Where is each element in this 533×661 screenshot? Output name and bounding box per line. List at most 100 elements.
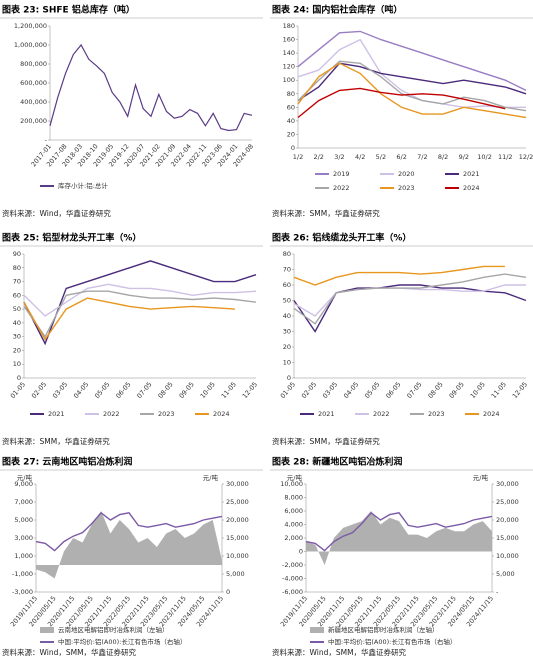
y-tick-label: 50 bbox=[13, 305, 21, 313]
x-tick-label: 03-05 bbox=[51, 380, 69, 400]
legend-label: 2020 bbox=[398, 170, 415, 178]
legend-label: 2022 bbox=[333, 184, 350, 192]
line bbox=[297, 87, 506, 119]
figure-caption: 图表 26: 铝线缆龙头开工率（%） bbox=[272, 232, 411, 244]
chart-panel: 图表 25: 铝型材龙头开工率（%） 资料来源：SMM，华鑫证券研究 0 10 20 30… bbox=[0, 232, 263, 446]
y-tick-label: 60 bbox=[13, 291, 21, 299]
legend-label: 2024 bbox=[213, 410, 230, 418]
y-tick-label: 80 bbox=[13, 264, 21, 272]
y-tick-label: 90 bbox=[13, 250, 21, 258]
y-tick-label: 30 bbox=[13, 333, 21, 341]
y-tick-label: 600,000 bbox=[20, 79, 47, 87]
legend-swatch bbox=[310, 627, 324, 633]
y-tick-label: 30,000 bbox=[226, 480, 249, 488]
x-tick-label: 01-05 bbox=[9, 380, 27, 400]
legend-label: 2024 bbox=[483, 410, 500, 418]
y-tick-label: 30,000 bbox=[496, 480, 519, 488]
line bbox=[35, 511, 223, 552]
legend-label: 云南地区电解铝即时冶炼利润（左轴） bbox=[58, 625, 169, 634]
x-tick-label: 02-05 bbox=[30, 380, 48, 400]
figure-source: 资料来源：Wind，华鑫证券研究 bbox=[2, 208, 111, 218]
y-tick-label: 5,000 bbox=[14, 516, 33, 524]
y-tick-label: 140 bbox=[283, 49, 295, 57]
x-tick-label: 04-05 bbox=[72, 380, 90, 400]
y-tick-label: 20 bbox=[13, 346, 21, 354]
y-tick-label: 200,000 bbox=[20, 117, 47, 125]
y-axis-label: 元/吨 bbox=[17, 473, 33, 482]
y-tick-label: 40 bbox=[283, 312, 291, 320]
legend-label: 2023 bbox=[158, 410, 175, 418]
y-tick-label: 4,000 bbox=[284, 521, 303, 529]
figure-caption: 图表 24: 国内铝社会库存（吨） bbox=[272, 4, 402, 16]
y-tick-label: 5,000 bbox=[496, 570, 515, 578]
x-tick-label: 10-05 bbox=[199, 380, 217, 400]
y-tick-label: 3,000 bbox=[14, 534, 33, 542]
x-tick-label: 02-05 bbox=[300, 380, 318, 400]
x-tick-label: 11-05 bbox=[490, 380, 508, 400]
figure-caption: 图表 23: SHFE 铝总库存（吨） bbox=[2, 4, 135, 16]
y-tick-label: 10 bbox=[13, 360, 21, 368]
y-tick-label: 15,000 bbox=[496, 534, 519, 542]
legend-label: 2019 bbox=[333, 170, 350, 178]
legend-label: 2022 bbox=[373, 410, 390, 418]
x-tick-label: 05-05 bbox=[93, 380, 111, 400]
x-tick-label: 05-05 bbox=[363, 380, 381, 400]
chart-panel: 图表 26: 铝线缆龙头开工率（%） 资料来源：SMM，华鑫证券研究 0 10 20 30… bbox=[270, 232, 533, 446]
chart-panel: 图表 24: 国内铝社会库存（吨） 资料来源：SMM，华鑫证券研究 0 20 40 60 8… bbox=[270, 4, 533, 218]
y-tick-label: 10,000 bbox=[226, 552, 249, 560]
x-tick-label: 10/2 bbox=[477, 153, 492, 161]
x-tick-label: 12-05 bbox=[241, 380, 259, 400]
x-tick-label: 11/2 bbox=[498, 153, 513, 161]
x-tick-label: 9/2 bbox=[459, 153, 469, 161]
y-tick-label: 20 bbox=[287, 130, 295, 138]
x-tick-label: 08-05 bbox=[426, 380, 444, 400]
line bbox=[297, 38, 526, 109]
y-tick-label: 0 bbox=[17, 374, 21, 382]
line bbox=[23, 283, 257, 317]
x-tick-label: 07-05 bbox=[135, 380, 153, 400]
legend-swatch bbox=[40, 627, 54, 633]
y-tick-label: -6,000 bbox=[282, 588, 303, 596]
y-tick-label: 9,000 bbox=[14, 480, 33, 488]
x-tick-label: 5/2 bbox=[376, 153, 386, 161]
y-tick-label: 800,000 bbox=[20, 60, 47, 68]
x-tick-label: 3/2 bbox=[334, 153, 344, 161]
x-tick-label: 04-05 bbox=[342, 380, 360, 400]
line bbox=[297, 30, 527, 92]
legend-label: 中国:平均价:铝(A00):长江有色市场（右轴） bbox=[328, 637, 456, 646]
x-tick-label: 2/2 bbox=[313, 153, 323, 161]
y-tick-label: 60 bbox=[287, 103, 295, 111]
x-tick-label: 8/2 bbox=[438, 153, 448, 161]
chart-panel: 图表 28: 新疆地区吨铝冶炼利润资料来源：Wind，SMM，华鑫证券研究-6,… bbox=[270, 456, 533, 657]
line bbox=[49, 43, 253, 132]
x-tick-label: 03-05 bbox=[321, 380, 339, 400]
y-tick-label: -3,000 bbox=[12, 588, 33, 596]
x-tick-label: 4/2 bbox=[355, 153, 365, 161]
y2-axis-label: 元/吨 bbox=[473, 473, 489, 482]
y-tick-label: 0 bbox=[299, 548, 303, 556]
y-tick-label: 1,200,000 bbox=[14, 22, 47, 30]
y-tick-label: 20,000 bbox=[226, 516, 249, 524]
y-tick-label: 7,000 bbox=[14, 498, 33, 506]
legend-label: 2021 bbox=[463, 170, 480, 178]
figure-caption: 图表 25: 铝型材龙头开工率（%） bbox=[2, 232, 141, 244]
y-tick-label: 80 bbox=[287, 90, 295, 98]
y-tick-label: 120 bbox=[283, 63, 295, 71]
legend-label: 2021 bbox=[318, 410, 335, 418]
y-tick-label: - bbox=[496, 588, 499, 596]
y-tick-label: 40 bbox=[13, 319, 21, 327]
figure-source: 资料来源：Wind，SMM，华鑫证券研究 bbox=[272, 647, 407, 657]
line bbox=[293, 265, 505, 286]
y-tick-label: 1,000 bbox=[14, 552, 33, 560]
y-tick-label: 180 bbox=[283, 22, 295, 30]
y-tick-label: -2,000 bbox=[282, 561, 303, 569]
legend-label: 2024 bbox=[463, 184, 480, 192]
y-tick-label: 400,000 bbox=[20, 98, 47, 106]
y-tick-label: 0 bbox=[226, 588, 230, 596]
figure-source: 资料来源：SMM，华鑫证券研究 bbox=[272, 208, 380, 218]
x-tick-label: 01-05 bbox=[279, 380, 297, 400]
line bbox=[297, 60, 527, 112]
y-tick-label: 10,000 bbox=[496, 552, 519, 560]
legend-label: 新疆地区电解铝即时冶炼利润（左轴） bbox=[328, 625, 439, 634]
